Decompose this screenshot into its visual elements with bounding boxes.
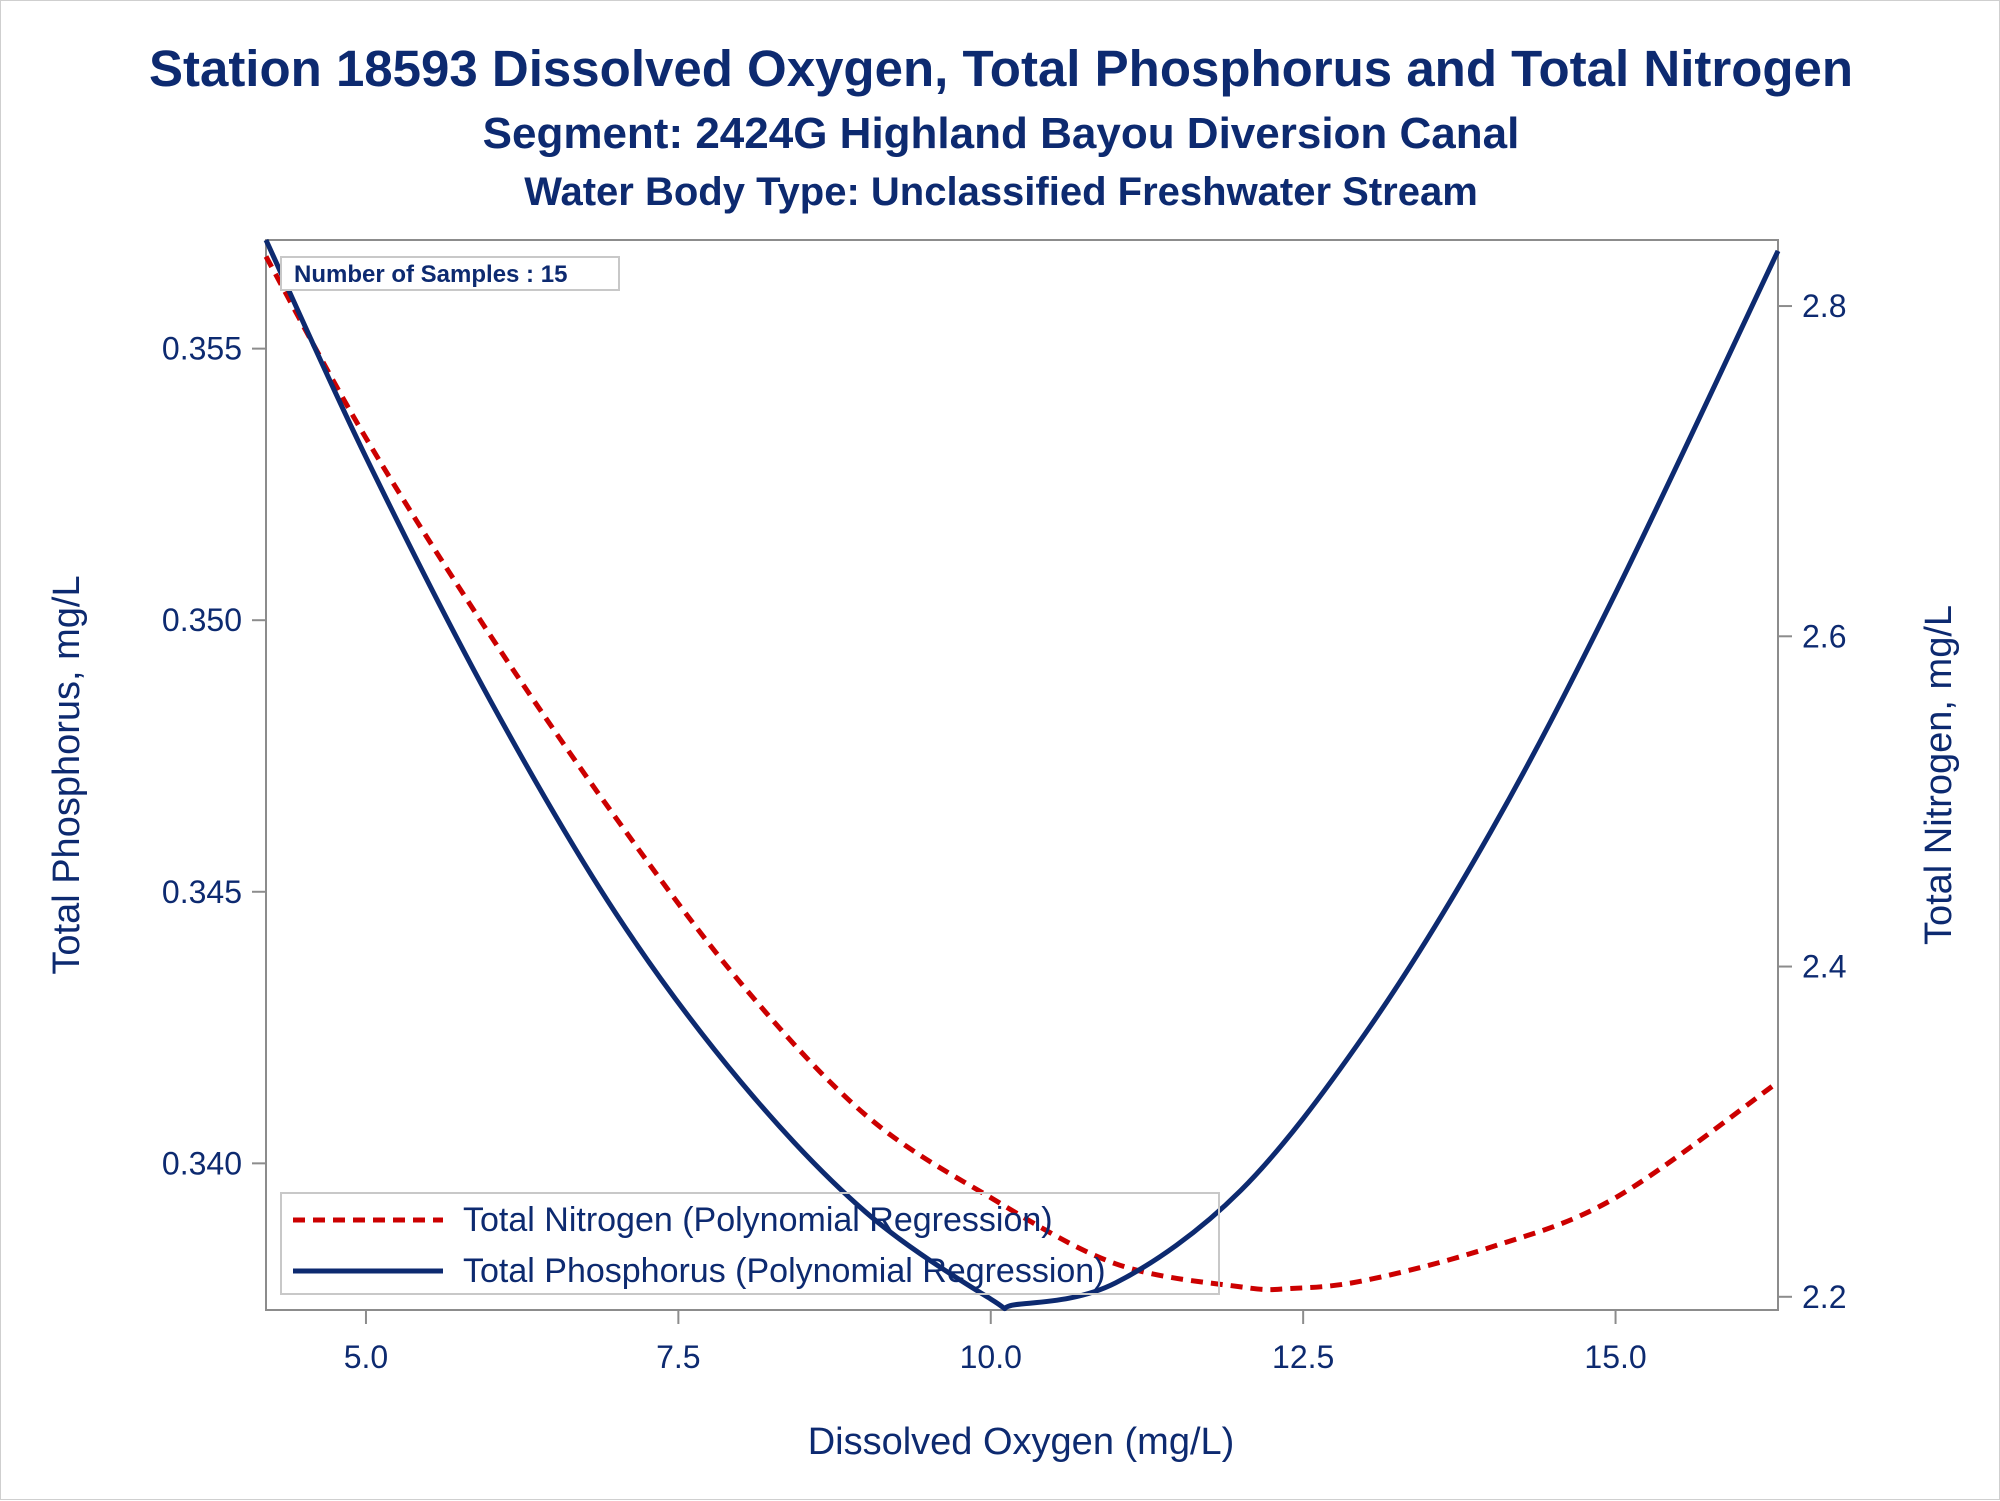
legend: Total Nitrogen (Polynomial Regression) T…: [280, 1192, 1220, 1295]
x-axis-label: Dissolved Oxygen (mg/L): [808, 1421, 1235, 1463]
y-left-tick-label: 0.345: [162, 874, 242, 910]
x-axis: 5.0 7.5 10.0 12.5 15.0: [344, 1310, 1647, 1375]
series-line-total-nitrogen: [263, 255, 1780, 1293]
series-group: [263, 238, 1781, 1312]
x-tick-label: 5.0: [344, 1339, 388, 1375]
chart-subtitle-water-body: Water Body Type: Unclassified Freshwater…: [524, 170, 1478, 214]
y-axis-left-label: Total Phosphorus, mg/L: [46, 575, 88, 974]
sample-count-label: Number of Samples : 15: [294, 261, 567, 288]
y-left-tick-label: 0.340: [162, 1145, 242, 1181]
y-right-tick-label: 2.8: [1802, 288, 1846, 324]
chart-subtitle-segment: Segment: 2424G Highland Bayou Diversion …: [482, 109, 1520, 158]
y-right-tick-label: 2.6: [1802, 618, 1846, 654]
x-tick-label: 7.5: [656, 1339, 700, 1375]
y-axis-right-label: Total Nitrogen, mg/L: [1918, 605, 1960, 945]
x-tick-label: 15.0: [1584, 1339, 1646, 1375]
series-line-total-phosphorus: [263, 238, 1781, 1312]
y-left-tick-label: 0.355: [162, 331, 242, 367]
y-right-tick-label: 2.2: [1802, 1279, 1846, 1315]
x-tick-label: 12.5: [1272, 1339, 1334, 1375]
legend-label-phosphorus: Total Phosphorus (Polynomial Regression): [463, 1252, 1106, 1290]
legend-label-nitrogen: Total Nitrogen (Polynomial Regression): [463, 1201, 1053, 1239]
y-axis-right: 2.2 2.4 2.6 2.8: [1778, 288, 1846, 1315]
y-axis-left: 0.340 0.345 0.350 0.355: [162, 331, 266, 1181]
y-right-tick-label: 2.4: [1802, 949, 1846, 985]
plot-area: [265, 239, 1779, 1311]
chart-title: Station 18593 Dissolved Oxygen, Total Ph…: [148, 40, 1854, 97]
y-left-tick-label: 0.350: [162, 602, 242, 638]
x-tick-label: 10.0: [960, 1339, 1022, 1375]
annotation-box: Number of Samples : 15: [280, 256, 620, 291]
